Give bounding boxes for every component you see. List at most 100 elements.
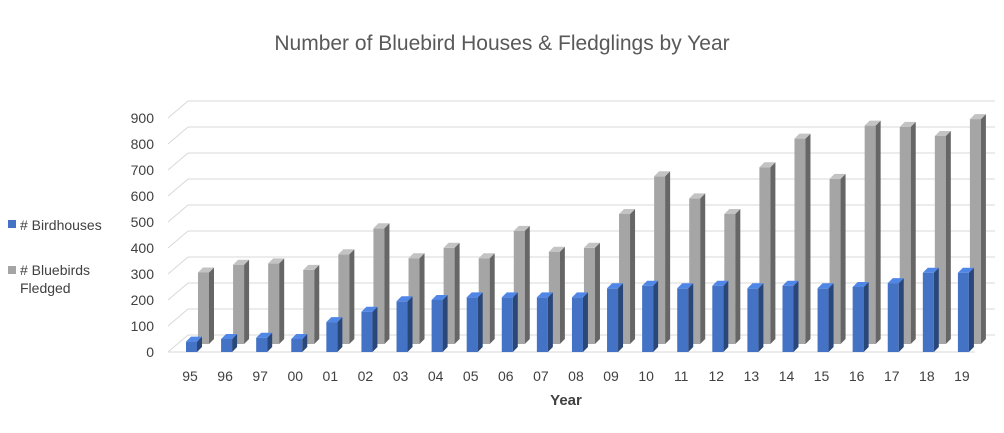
bar-birdhouses-05-top: [466, 292, 483, 298]
legend-swatch-fledged: [8, 266, 16, 274]
bar-fledged-15-front: [829, 178, 841, 344]
bar-birdhouses-19: [957, 267, 974, 352]
bar-fledged-08-top: [583, 242, 600, 248]
bar-birdhouses-10-side: [653, 280, 659, 352]
bar-fledged-00-front: [303, 269, 315, 344]
bar-fledged-13-side: [770, 162, 776, 344]
bar-fledged-18-top: [934, 131, 951, 136]
bar-birdhouses-11-top: [677, 283, 694, 289]
bar-birdhouses-16-front: [852, 287, 864, 352]
bar-birdhouses-17-top: [887, 278, 904, 284]
bar-fledged-03-front: [408, 258, 420, 344]
gridline-side: [167, 100, 189, 119]
bar-fledged-05: [478, 253, 495, 344]
bar-fledged-02: [373, 223, 390, 344]
bar-fledged-18: [934, 131, 951, 344]
x-tick-label: 06: [498, 368, 514, 384]
bar-fledged-11-side: [700, 193, 706, 344]
bar-fledged-19-front: [969, 119, 981, 344]
gridline-side: [167, 282, 189, 301]
bar-birdhouses-15-side: [828, 283, 834, 352]
bar-fledged-14-side: [805, 133, 811, 344]
x-tick-label: 11: [674, 368, 689, 384]
bar-fledged-01-front: [338, 254, 350, 344]
bar-fledged-08-side: [594, 242, 600, 344]
bar-fledged-10-side: [665, 171, 671, 344]
bar-fledged-06-side: [524, 225, 530, 344]
bar-fledged-14: [794, 133, 811, 344]
x-tick-label: 17: [884, 368, 900, 384]
bar-fledged-05-side: [489, 253, 495, 344]
bar-fledged-17-front: [899, 126, 911, 345]
bar-fledged-12: [724, 209, 741, 344]
bar-birdhouses-16-top: [852, 282, 869, 287]
x-tick-label: 00: [287, 368, 303, 384]
y-tick-label: 0: [146, 344, 154, 360]
bar-fledged-95-top: [198, 267, 214, 273]
bar-fledged-96: [233, 259, 250, 344]
bar-birdhouses-95-top: [186, 336, 202, 342]
bar-fledged-05-top: [478, 253, 495, 259]
bar-fledged-07-front: [548, 251, 560, 344]
bar-fledged-10: [654, 171, 671, 344]
bar-birdhouses-05: [466, 292, 483, 352]
bar-fledged-15: [829, 173, 846, 344]
bar-birdhouses-17: [887, 278, 904, 352]
x-tick-label: 16: [849, 368, 865, 384]
bar-birdhouses-08: [571, 292, 588, 352]
bar-birdhouses-11-front: [677, 288, 689, 352]
bar-fledged-00: [303, 264, 320, 344]
bar-fledged-16-top: [864, 120, 881, 126]
y-tick-label: 100: [131, 318, 155, 334]
y-tick-label: 400: [131, 240, 155, 256]
bar-birdhouses-09-front: [607, 288, 619, 352]
bar-birdhouses-03: [396, 296, 413, 352]
bar-birdhouses-17-side: [898, 278, 904, 352]
bar-fledged-03-side: [419, 253, 425, 344]
bar-birdhouses-08-front: [571, 297, 583, 352]
bar-fledged-07-top: [548, 246, 565, 252]
bar-birdhouses-02-top: [361, 306, 378, 312]
bar-birdhouses-00-side: [302, 334, 308, 352]
bar-birdhouses-03-top: [396, 296, 413, 302]
bar-birdhouses-01-front: [326, 322, 338, 352]
bar-birdhouses-00-front: [291, 339, 303, 352]
bar-fledged-09-side: [630, 209, 636, 344]
x-tick-label: 10: [638, 368, 654, 384]
bar-fledged-04-top: [443, 242, 460, 248]
bar-birdhouses-11: [677, 283, 694, 352]
bar-birdhouses-06-front: [501, 297, 513, 352]
gridline-side: [167, 308, 189, 327]
bar-fledged-12-side: [735, 209, 741, 344]
bar-birdhouses-01-side: [337, 317, 343, 352]
bar-birdhouses-18-top: [922, 267, 939, 273]
bar-fledged-15-side: [840, 173, 846, 344]
bar-birdhouses-18-side: [933, 267, 939, 352]
bar-birdhouses-96-front: [221, 339, 233, 352]
bar-birdhouses-07-side: [547, 292, 553, 352]
bar-birdhouses-95: [186, 336, 202, 352]
bar-fledged-06: [513, 225, 530, 344]
bar-birdhouses-16: [852, 282, 869, 352]
x-axis: 95 96 97 00 01 02 03 04 05 06 07 08 09 10 11 12 13 14 15 16…: [182, 368, 970, 384]
bar-fledged-01: [338, 249, 355, 344]
bar-fledged-19-top: [969, 114, 986, 120]
bar-birdhouses-14-top: [782, 280, 799, 286]
bar-fledged-16: [864, 120, 881, 344]
bar-fledged-07: [548, 246, 565, 344]
bar-fledged-97-side: [279, 258, 285, 344]
bar-fledged-08: [583, 242, 600, 344]
bar-birdhouses-16-side: [863, 282, 869, 352]
bar-fledged-06-top: [513, 225, 530, 231]
bar-birdhouses-09-side: [618, 283, 624, 352]
bar-birdhouses-97-top: [256, 332, 273, 338]
y-tick-label: 600: [131, 188, 155, 204]
bar-birdhouses-07-front: [536, 297, 548, 352]
bar-birdhouses-96-top: [221, 334, 238, 339]
bar-birdhouses-00-top: [291, 334, 308, 339]
y-tick-label: 900: [131, 110, 155, 126]
bar-birdhouses-10-front: [642, 285, 654, 352]
y-tick-label: 500: [131, 214, 155, 230]
bar-fledged-13-front: [759, 167, 771, 344]
